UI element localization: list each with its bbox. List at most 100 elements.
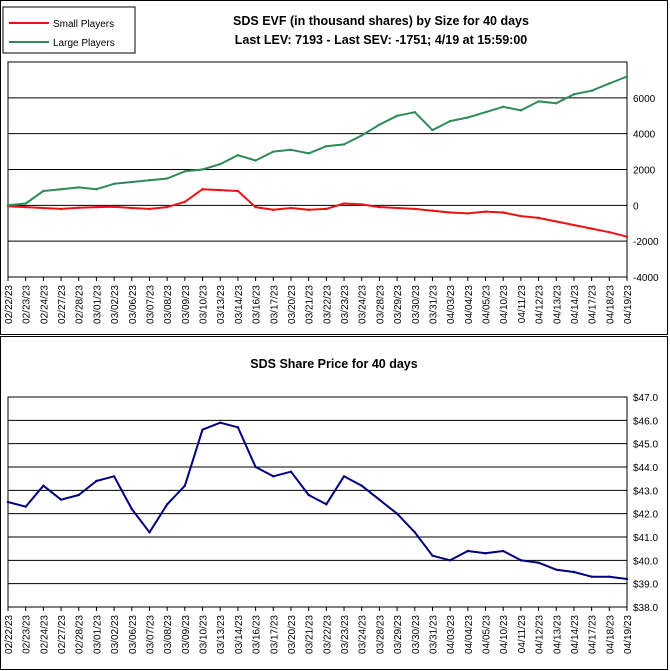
evf-y-tick-label: -2000: [633, 237, 659, 248]
price-series-0-point: [342, 475, 346, 478]
evf-y-tick-label: 4000: [633, 130, 656, 141]
evf-x-tick-label: 02/24/23: [39, 285, 50, 324]
evf-x-tick-label: 03/31/23: [428, 285, 439, 324]
evf-series-1-point: [395, 114, 399, 117]
price-series-line-0: [7, 421, 628, 580]
price-x-tick-label: 04/12/23: [535, 615, 546, 654]
price-y-tick-label: $43.0: [633, 486, 658, 497]
evf-series-0-point: [502, 211, 505, 214]
price-series-0-point: [59, 498, 63, 501]
price-series-0-point: [325, 503, 328, 506]
price-x-tick-label: 04/05/23: [482, 615, 493, 654]
price-x-tick-label: 03/31/23: [428, 615, 439, 654]
evf-series-0-point: [112, 205, 116, 208]
price-series-0-point: [466, 549, 470, 553]
evf-series-0-point: [272, 208, 275, 212]
price-y-tick-label: $45.0: [633, 440, 658, 451]
evf-series-0-point: [289, 206, 293, 210]
evf-series-1-point: [219, 162, 222, 166]
evf-series-1-point: [201, 168, 204, 171]
price-x-tick-label: 04/13/23: [552, 615, 563, 654]
price-y-tick-label: $38.0: [633, 603, 658, 614]
evf-legend: [2, 6, 136, 54]
evf-x-tick-label: 03/06/23: [128, 285, 139, 324]
evf-x-tick-label: 03/29/23: [393, 285, 404, 324]
evf-x-tick-label: 04/19/23: [623, 285, 634, 324]
evf-series-1-point: [360, 134, 363, 137]
price-chart-panel: SDS Share Price for 40 days $38.0 $39.0 $4…: [0, 336, 668, 670]
evf-series-line-1: [7, 75, 628, 207]
evf-x-tick-label: 03/10/23: [199, 285, 210, 324]
price-series-0-point: [77, 493, 80, 497]
evf-series-0-point: [608, 231, 611, 234]
evf-x-tick-label: 03/13/23: [216, 285, 227, 324]
evf-series-1-point: [272, 150, 275, 153]
evf-x-tick-label: 03/20/23: [287, 285, 298, 324]
price-y-tick-label: $47.0: [633, 393, 658, 404]
evf-series-0-point: [148, 207, 151, 211]
price-series-0-point: [395, 512, 399, 515]
evf-y-tick-label: 6000: [633, 94, 656, 105]
price-x-tick-label: 03/07/23: [145, 615, 156, 654]
price-x-tick-label: 04/03/23: [446, 615, 457, 654]
evf-series-1-point: [183, 170, 187, 173]
evf-series-1-point: [537, 100, 540, 103]
evf-series-1-point: [484, 110, 487, 114]
price-x-tick-label: 03/22/23: [322, 615, 333, 654]
evf-series-0-point: [448, 211, 452, 214]
evf-series-0-point: [254, 205, 257, 209]
evf-series-1-point: [342, 143, 346, 146]
evf-series-1-point: [625, 75, 629, 78]
evf-series-1-point: [519, 109, 523, 112]
legend-label-large-players: Large Players: [53, 38, 115, 49]
evf-series-0-point: [484, 210, 487, 213]
price-series-0-point: [378, 498, 381, 501]
evf-chart-subtitle: Last LEV: 7193 - Last SEV: -1751; 4/19 a…: [235, 33, 528, 47]
evf-x-tick-label: 03/16/23: [252, 285, 263, 324]
evf-series-0-point: [24, 205, 27, 209]
evf-series-1-point: [6, 204, 10, 207]
evf-series-0-point: [519, 214, 523, 218]
price-x-tick-label: 04/17/23: [588, 615, 599, 654]
evf-x-tick-label: 03/14/23: [234, 285, 245, 324]
price-series-0-point: [448, 559, 452, 562]
price-series-0-point: [148, 531, 151, 534]
evf-series-1-point: [590, 89, 593, 92]
price-series-0-point: [590, 575, 593, 578]
evf-x-tick-label: 03/07/23: [145, 285, 156, 324]
evf-series-0-point: [130, 206, 133, 210]
evf-x-tick-label: 03/23/23: [340, 285, 351, 324]
evf-series-line-0: [7, 188, 628, 238]
price-chart: SDS Share Price for 40 days $38.0 $39.0 $4…: [4, 357, 658, 654]
price-x-tick-label: 03/29/23: [393, 615, 404, 654]
price-series-0-point: [555, 568, 558, 571]
price-series-0-point: [236, 426, 240, 429]
evf-series-0-point: [537, 216, 540, 220]
price-series-0-point: [519, 559, 523, 562]
price-series-0-point: [42, 484, 45, 487]
price-x-tick-label: 04/04/23: [464, 615, 475, 654]
evf-series-1-point: [148, 179, 151, 182]
evf-series-1-point: [502, 105, 505, 108]
evf-x-tick-label: 04/05/23: [482, 285, 493, 324]
evf-series-0-point: [360, 203, 363, 206]
evf-series-1-point: [307, 152, 310, 155]
price-x-tick-label: 03/24/23: [358, 615, 369, 654]
price-series-0-point: [360, 484, 363, 487]
evf-series-1-point: [24, 202, 27, 205]
evf-series-1-point: [112, 182, 116, 186]
price-x-tick-label: 04/10/23: [499, 615, 510, 654]
evf-series-0-point: [77, 206, 80, 209]
evf-x-tick-label: 04/11/23: [517, 285, 528, 324]
price-x-tick-label: 03/02/23: [110, 615, 121, 654]
evf-x-tick-label: 04/13/23: [552, 285, 563, 324]
evf-x-tick-label: 03/24/23: [358, 285, 369, 324]
evf-series-1-point: [608, 82, 611, 85]
evf-series-0-point: [219, 188, 222, 192]
price-y-tick-label: $44.0: [633, 463, 658, 474]
evf-x-tick-label: 03/22/23: [322, 285, 333, 324]
price-series-0-point: [24, 505, 27, 508]
price-series-0-point: [572, 570, 576, 574]
evf-series-1-point: [289, 148, 293, 151]
evf-series-1-point: [236, 153, 240, 157]
